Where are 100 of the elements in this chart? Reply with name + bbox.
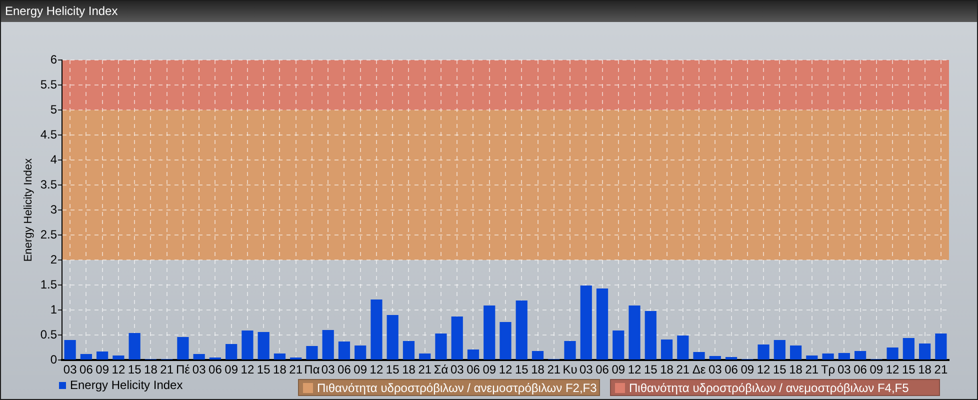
x-tick-label: 03: [321, 362, 336, 377]
x-tick-label: 09: [224, 362, 238, 377]
bar: [774, 340, 786, 360]
bar: [419, 354, 431, 360]
bar: [64, 340, 76, 360]
bar: [758, 344, 770, 360]
x-tick-label: 18: [402, 362, 416, 377]
x-tick-label: 21: [289, 362, 303, 377]
bar: [402, 341, 415, 360]
bar: [386, 315, 398, 360]
x-tick-label: Πα: [304, 362, 320, 377]
bar: [435, 334, 447, 360]
bar: [322, 330, 334, 360]
x-tick-label: 06: [80, 362, 94, 377]
bar: [580, 286, 592, 360]
x-tick-label: 09: [482, 362, 496, 377]
x-tick-label: 06: [338, 362, 352, 377]
x-tick-label: 03: [63, 362, 78, 377]
bar: [693, 352, 705, 360]
x-tick-label: 09: [96, 362, 110, 377]
bar: [128, 333, 140, 360]
bar: [258, 332, 270, 360]
x-tick-label: Τρ: [820, 362, 836, 377]
x-tick-label: 06: [854, 362, 868, 377]
x-tick-label: 06: [208, 362, 222, 377]
x-tick-label: 09: [870, 362, 884, 377]
x-tick-label: 12: [886, 362, 900, 377]
bar: [677, 336, 689, 360]
bar: [274, 354, 286, 360]
bar: [822, 354, 834, 360]
bar: [306, 346, 318, 360]
bar: [806, 356, 818, 360]
y-tick-label: 3: [50, 202, 58, 216]
bar: [854, 351, 866, 360]
x-tick-label: 15: [256, 362, 271, 377]
chart-title: Energy Helicity Index: [5, 4, 118, 18]
y-tick-label: 2: [50, 252, 58, 266]
bar: [612, 330, 624, 360]
x-tick-label: 12: [628, 362, 642, 377]
bar: [193, 354, 205, 360]
y-axis-title: Energy Helicity Index: [22, 158, 35, 262]
bar: [370, 300, 382, 360]
x-tick-label: 21: [805, 362, 819, 377]
x-tick-label: 18: [273, 362, 287, 377]
bar: [484, 306, 496, 360]
y-tick-label: 0: [50, 352, 58, 366]
bar: [660, 340, 673, 360]
x-tick-label: 12: [370, 362, 384, 377]
bar: [790, 346, 802, 360]
bar: [500, 322, 512, 360]
x-tick-label: 15: [386, 362, 400, 377]
x-tick-label: Σά: [434, 362, 448, 377]
bar: [354, 346, 366, 360]
x-tick-label: 21: [160, 362, 174, 377]
bar: [112, 356, 124, 360]
x-tick-label: Δε: [692, 362, 706, 377]
x-tick-label: 06: [466, 362, 480, 377]
x-tick-label: 18: [789, 362, 803, 377]
y-tick-label: 5.5: [40, 77, 58, 92]
x-tick-label: 15: [772, 362, 787, 377]
x-tick-label: 12: [498, 362, 512, 377]
x-tick-label: 12: [112, 362, 126, 377]
bar: [242, 330, 254, 360]
bar: [96, 352, 108, 360]
x-tick-label: 15: [514, 362, 529, 377]
x-tick-label: 12: [240, 362, 254, 377]
bar: [838, 353, 850, 360]
bar: [80, 354, 92, 360]
bar: [532, 351, 544, 360]
x-tick-label: 18: [531, 362, 545, 377]
y-tick-label: 1.5: [40, 277, 58, 292]
bar: [226, 344, 238, 360]
x-tick-label: Κυ: [562, 362, 578, 377]
x-tick-label: 21: [547, 362, 561, 377]
bar: [338, 342, 350, 360]
x-tick-label: 03: [450, 362, 464, 377]
y-tick-label: 2.5: [40, 227, 58, 242]
bar: [451, 316, 463, 360]
x-tick-label: 03: [837, 362, 852, 377]
bar: [564, 341, 576, 360]
x-tick-label: 21: [418, 362, 432, 377]
y-tick-label: 1: [50, 302, 58, 316]
x-tick-label: 03: [708, 362, 722, 377]
bar: [919, 344, 931, 360]
bar: [644, 311, 656, 360]
x-tick-label: 03: [192, 362, 206, 377]
x-tick-label: 06: [724, 362, 738, 377]
bar: [886, 348, 898, 360]
y-tick-label: 4.5: [40, 127, 58, 142]
bar: [902, 338, 914, 360]
bar: [516, 300, 528, 360]
bar: [935, 334, 947, 360]
x-tick-label: 09: [740, 362, 754, 377]
legend-label: Πιθανότητα υδροστρόβιλων / ανεμοστρόβιλων F2,F3: [317, 380, 597, 394]
x-tick-label: 12: [756, 362, 771, 377]
x-tick-label: 09: [354, 362, 368, 377]
y-tick-label: 4: [50, 152, 58, 166]
y-tick-label: 5: [50, 102, 58, 116]
x-tick-label: 03: [579, 362, 594, 377]
bar: [628, 306, 640, 360]
